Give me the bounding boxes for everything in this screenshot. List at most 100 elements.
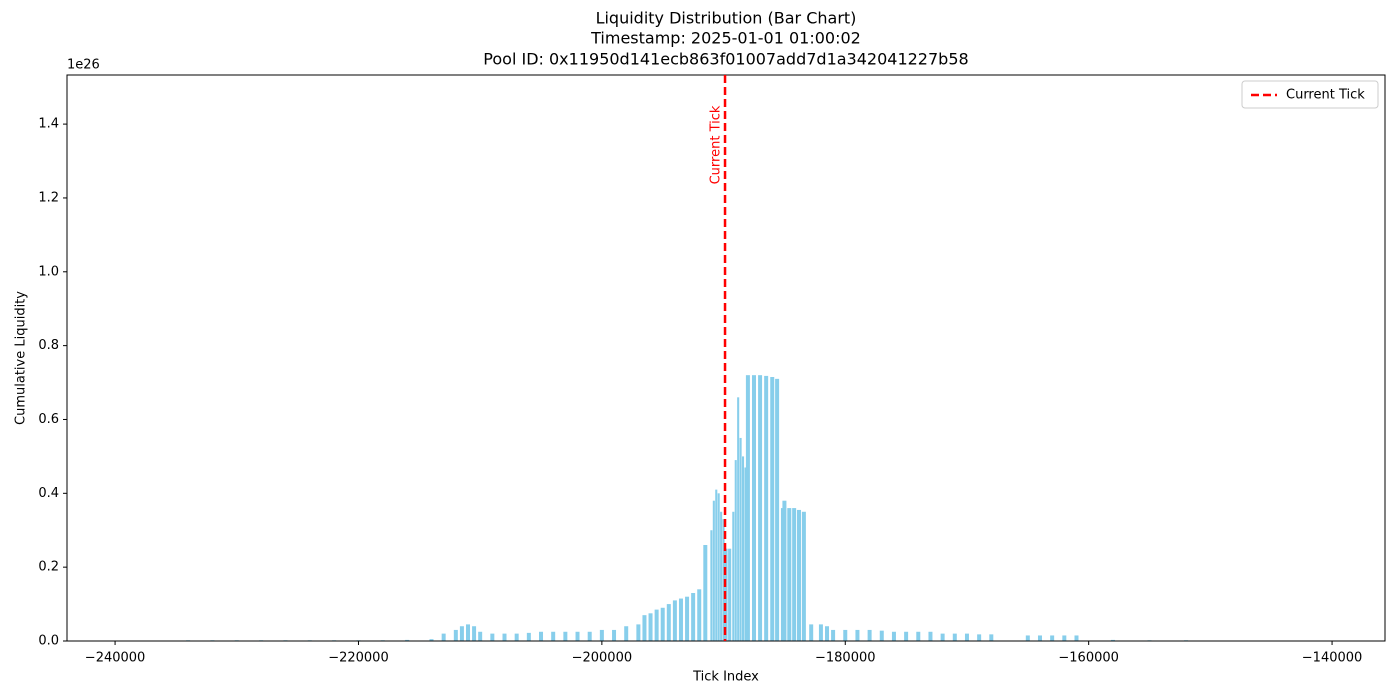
legend-box bbox=[1241, 80, 1379, 109]
bar bbox=[739, 437, 742, 641]
bar bbox=[660, 607, 665, 641]
y-offset-label: 1e26 bbox=[67, 58, 100, 73]
bar bbox=[453, 629, 458, 641]
bar bbox=[809, 624, 814, 641]
bar bbox=[1062, 635, 1067, 641]
bar bbox=[952, 633, 957, 641]
bar bbox=[459, 626, 464, 641]
x-tick-label: −140000 bbox=[1302, 651, 1363, 666]
x-tick-label: −160000 bbox=[1058, 651, 1119, 666]
bar bbox=[928, 631, 933, 641]
y-tick-label: 0.2 bbox=[38, 560, 59, 575]
bar bbox=[744, 467, 747, 641]
bar bbox=[703, 545, 708, 641]
bar bbox=[792, 508, 797, 641]
x-tick-label: −180000 bbox=[815, 651, 876, 666]
bar bbox=[624, 626, 629, 641]
bar bbox=[717, 493, 720, 641]
bar bbox=[818, 624, 823, 641]
bar bbox=[737, 397, 740, 641]
bar bbox=[502, 633, 507, 641]
chart-title: Liquidity Distribution (Bar Chart) bbox=[596, 9, 857, 28]
x-tick-label: −240000 bbox=[85, 651, 146, 666]
bar bbox=[1074, 635, 1079, 641]
y-axis-label: Cumulative Liquidity bbox=[14, 291, 29, 425]
bar bbox=[964, 633, 969, 641]
y-tick-label: 0.8 bbox=[38, 338, 59, 353]
legend-label: Current Tick bbox=[1286, 88, 1365, 103]
bar bbox=[720, 511, 723, 641]
bar bbox=[472, 626, 477, 641]
bar bbox=[405, 639, 410, 641]
bar bbox=[728, 548, 732, 641]
bar bbox=[712, 500, 715, 641]
bar bbox=[666, 604, 671, 641]
bar bbox=[539, 631, 544, 641]
x-axis-label: Tick Index bbox=[692, 670, 759, 685]
y-tick-label: 0.6 bbox=[38, 412, 59, 427]
bar bbox=[977, 634, 982, 641]
bar bbox=[843, 629, 848, 641]
bar bbox=[551, 631, 556, 641]
bar bbox=[904, 631, 909, 641]
bar bbox=[429, 639, 434, 641]
bar bbox=[691, 593, 696, 641]
bar bbox=[612, 629, 617, 641]
current-tick-annotation: Current Tick bbox=[709, 105, 724, 184]
bar bbox=[831, 629, 836, 641]
bar bbox=[685, 596, 690, 641]
bar bbox=[742, 456, 745, 641]
bar bbox=[642, 615, 647, 641]
bar bbox=[1111, 639, 1116, 641]
bar bbox=[514, 633, 519, 641]
bar bbox=[587, 631, 592, 641]
bar bbox=[490, 633, 495, 641]
bar bbox=[478, 631, 483, 641]
bar bbox=[575, 631, 580, 641]
chart-subtitle: Timestamp: 2025-01-01 01:00:02 bbox=[590, 29, 861, 48]
bar bbox=[770, 377, 775, 641]
bar bbox=[940, 633, 945, 641]
bar bbox=[989, 634, 994, 641]
bar bbox=[672, 600, 677, 641]
y-tick-label: 0.0 bbox=[38, 634, 59, 649]
y-tick-label: 1.0 bbox=[38, 264, 59, 279]
bar bbox=[916, 631, 921, 641]
y-tick-label: 1.2 bbox=[38, 190, 59, 205]
bar bbox=[648, 613, 653, 641]
bar bbox=[1025, 635, 1030, 641]
x-tick-label: −200000 bbox=[572, 651, 633, 666]
bar bbox=[787, 508, 792, 641]
bar bbox=[710, 530, 713, 641]
y-tick-label: 0.4 bbox=[38, 486, 59, 501]
bar bbox=[879, 630, 884, 641]
bar bbox=[751, 375, 756, 641]
y-tick-label: 1.4 bbox=[38, 117, 59, 132]
bar bbox=[825, 626, 830, 641]
bar bbox=[758, 375, 763, 641]
bar bbox=[563, 631, 568, 641]
bar bbox=[526, 632, 531, 641]
bar bbox=[1037, 635, 1042, 641]
bar bbox=[441, 633, 446, 641]
bar bbox=[797, 509, 802, 641]
bar bbox=[855, 629, 860, 641]
bar bbox=[732, 511, 735, 641]
bar bbox=[636, 624, 641, 641]
bar bbox=[891, 631, 896, 641]
bar bbox=[734, 460, 737, 641]
bar bbox=[745, 375, 750, 641]
bar bbox=[764, 375, 769, 641]
bar bbox=[801, 511, 806, 641]
x-tick-label: −220000 bbox=[328, 651, 389, 666]
bar bbox=[654, 609, 659, 641]
bar bbox=[1050, 635, 1055, 641]
bar bbox=[715, 489, 718, 641]
bar bbox=[678, 598, 683, 641]
bar bbox=[722, 519, 725, 641]
chart-subtitle: Pool ID: 0x11950d141ecb863f01007add7d1a3… bbox=[483, 50, 968, 69]
bar bbox=[775, 378, 780, 641]
bar bbox=[697, 589, 702, 641]
bar bbox=[782, 500, 787, 641]
